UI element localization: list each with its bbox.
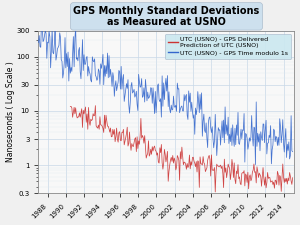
Y-axis label: Nanoseconds ( Log Scale ): Nanoseconds ( Log Scale ) — [6, 62, 15, 162]
Legend: UTC (USNO) - GPS Delivered
Prediction of UTC (USNO), UTC (USNO) - GPS Time modul: UTC (USNO) - GPS Delivered Prediction of… — [165, 34, 291, 59]
Title: GPS Monthly Standard Deviations
as Measured at USNO: GPS Monthly Standard Deviations as Measu… — [73, 6, 260, 27]
